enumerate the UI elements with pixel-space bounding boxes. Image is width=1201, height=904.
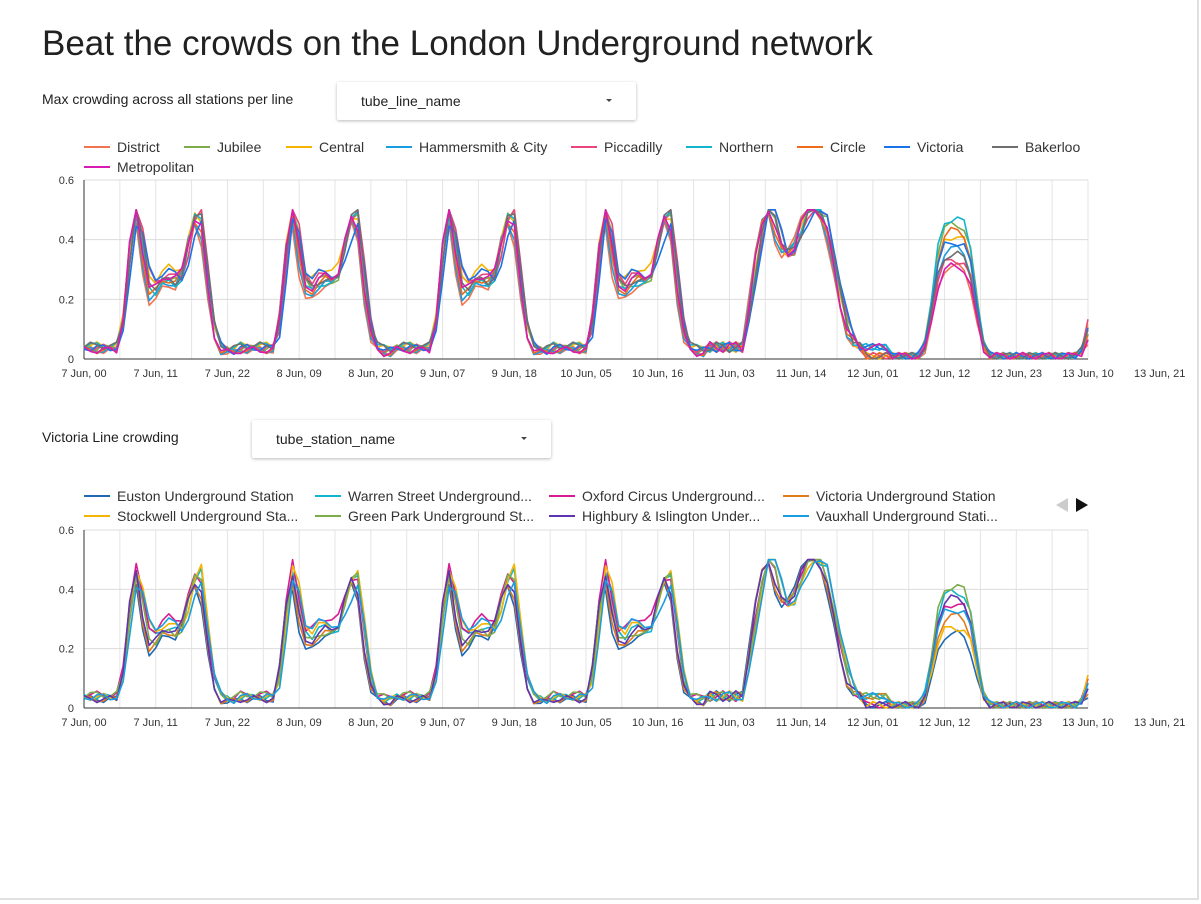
y-tick-label: 0.6 bbox=[59, 175, 74, 187]
tube-station-dropdown[interactable]: tube_station_name bbox=[252, 420, 551, 458]
legend-item[interactable]: Jubilee bbox=[184, 139, 262, 155]
x-tick-label: 11 Jun, 14 bbox=[776, 368, 827, 380]
legend-label: Metropolitan bbox=[117, 159, 194, 175]
legend-label: District bbox=[117, 139, 160, 155]
legend-label: Circle bbox=[830, 139, 866, 155]
legend-item[interactable]: Stockwell Underground Sta... bbox=[84, 508, 298, 524]
legend-label: Piccadilly bbox=[604, 139, 662, 155]
x-tick-label: 7 Jun, 11 bbox=[133, 368, 177, 380]
y-tick-label: 0.4 bbox=[59, 584, 74, 596]
legend-item[interactable]: Victoria bbox=[884, 139, 964, 155]
x-tick-label: 11 Jun, 14 bbox=[776, 717, 827, 729]
legend-label: Euston Underground Station bbox=[117, 488, 294, 504]
chevron-down-icon bbox=[521, 437, 527, 440]
x-tick-label: 7 Jun, 00 bbox=[61, 368, 106, 380]
x-tick-label: 10 Jun, 05 bbox=[560, 717, 611, 729]
legend-item[interactable]: Highbury & Islington Under... bbox=[549, 508, 760, 524]
legend-pager bbox=[1056, 498, 1092, 514]
legend-item[interactable]: Bakerloo bbox=[992, 139, 1080, 155]
x-tick-label: 13 Jun, 21 bbox=[1134, 368, 1185, 380]
x-tick-label: 13 Jun, 10 bbox=[1062, 368, 1113, 380]
x-tick-label: 7 Jun, 11 bbox=[133, 717, 177, 729]
legend-item[interactable]: Circle bbox=[797, 139, 866, 155]
series-line bbox=[83, 558, 1089, 709]
x-tick-label: 9 Jun, 18 bbox=[492, 717, 537, 729]
series-line bbox=[83, 558, 1089, 709]
legend-item[interactable]: Metropolitan bbox=[84, 159, 194, 175]
legend-label: Central bbox=[319, 139, 364, 155]
legend-label: Victoria bbox=[917, 139, 964, 155]
series-line bbox=[83, 209, 1089, 360]
x-tick-label: 11 Jun, 03 bbox=[704, 368, 755, 380]
x-tick-label: 7 Jun, 00 bbox=[61, 717, 106, 729]
legend-label: Oxford Circus Underground... bbox=[582, 488, 765, 504]
tube-line-dropdown-value: tube_line_name bbox=[361, 93, 461, 109]
y-tick-label: 0.2 bbox=[59, 644, 74, 656]
x-tick-label: 12 Jun, 12 bbox=[919, 368, 970, 380]
legend-label: Highbury & Islington Under... bbox=[582, 508, 760, 524]
x-tick-label: 8 Jun, 09 bbox=[277, 717, 322, 729]
legend-item[interactable]: Oxford Circus Underground... bbox=[549, 488, 765, 504]
legend-label: Bakerloo bbox=[1025, 139, 1080, 155]
legend-prev-arrow-icon[interactable] bbox=[1056, 498, 1068, 512]
legend-label: Hammersmith & City bbox=[419, 139, 547, 155]
legend-item[interactable]: Central bbox=[286, 139, 364, 155]
legend-label: Stockwell Underground Sta... bbox=[117, 508, 298, 524]
x-tick-label: 12 Jun, 01 bbox=[847, 368, 898, 380]
x-tick-label: 12 Jun, 01 bbox=[847, 717, 898, 729]
x-tick-label: 8 Jun, 09 bbox=[277, 368, 322, 380]
x-tick-label: 9 Jun, 07 bbox=[420, 368, 465, 380]
legend-item[interactable]: Northern bbox=[686, 139, 773, 155]
y-tick-label: 0 bbox=[68, 354, 74, 366]
legend-label: Jubilee bbox=[217, 139, 262, 155]
legend-item[interactable]: Victoria Underground Station bbox=[783, 488, 996, 504]
line-crowding-chart: District Jubilee Central Hammersmith & City… bbox=[59, 139, 1186, 380]
x-tick-label: 10 Jun, 16 bbox=[632, 717, 683, 729]
x-tick-label: 8 Jun, 20 bbox=[348, 717, 393, 729]
legend-item[interactable]: Vauxhall Underground Stati... bbox=[783, 508, 998, 524]
legend-label: Northern bbox=[719, 139, 773, 155]
legend-item[interactable]: Warren Street Underground... bbox=[315, 488, 532, 504]
x-tick-label: 9 Jun, 07 bbox=[420, 717, 465, 729]
legend-item[interactable]: Hammersmith & City bbox=[386, 139, 547, 155]
legend-label: Warren Street Underground... bbox=[348, 488, 532, 504]
x-tick-label: 12 Jun, 23 bbox=[991, 717, 1042, 729]
x-tick-label: 12 Jun, 12 bbox=[919, 717, 970, 729]
legend-item[interactable]: Euston Underground Station bbox=[84, 488, 294, 504]
y-tick-label: 0.4 bbox=[59, 235, 74, 247]
legend-item[interactable]: Piccadilly bbox=[571, 139, 662, 155]
station-crowding-chart: Euston Underground Station Warren Street … bbox=[59, 488, 1186, 729]
tube-line-dropdown[interactable]: tube_line_name bbox=[337, 82, 636, 120]
legend-label: Vauxhall Underground Stati... bbox=[816, 508, 998, 524]
legend-item[interactable]: District bbox=[84, 139, 160, 155]
x-tick-label: 8 Jun, 20 bbox=[348, 368, 393, 380]
legend-label: Victoria Underground Station bbox=[816, 488, 996, 504]
x-tick-label: 7 Jun, 22 bbox=[205, 717, 250, 729]
legend-item[interactable]: Green Park Underground St... bbox=[315, 508, 534, 524]
x-tick-label: 13 Jun, 21 bbox=[1134, 717, 1185, 729]
x-tick-label: 13 Jun, 10 bbox=[1062, 717, 1113, 729]
tube-station-dropdown-value: tube_station_name bbox=[276, 431, 396, 447]
x-tick-label: 7 Jun, 22 bbox=[205, 368, 250, 380]
chevron-down-icon bbox=[606, 99, 612, 102]
x-tick-label: 10 Jun, 16 bbox=[632, 368, 683, 380]
x-tick-label: 11 Jun, 03 bbox=[704, 717, 755, 729]
page-title: Beat the crowds on the London Undergroun… bbox=[42, 24, 873, 63]
y-tick-label: 0.2 bbox=[59, 294, 74, 306]
x-tick-label: 12 Jun, 23 bbox=[991, 368, 1042, 380]
station-chart-label: Victoria Line crowding bbox=[42, 429, 179, 445]
x-tick-label: 9 Jun, 18 bbox=[492, 368, 537, 380]
y-tick-label: 0 bbox=[68, 703, 74, 715]
x-tick-label: 10 Jun, 05 bbox=[560, 368, 611, 380]
legend-next-arrow-icon[interactable] bbox=[1076, 498, 1088, 512]
y-tick-label: 0.6 bbox=[59, 525, 74, 537]
legend-label: Green Park Underground St... bbox=[348, 508, 534, 524]
line-chart-label: Max crowding across all stations per lin… bbox=[42, 91, 294, 107]
